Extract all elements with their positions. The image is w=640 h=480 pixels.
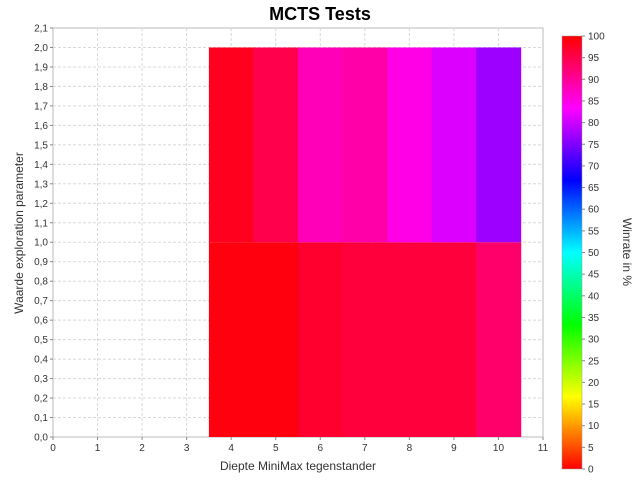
colorbar-tick-label: 25 [588,356,600,367]
heatmap-cell [476,47,522,243]
x-tick-label: 2 [139,443,145,454]
heatmap-cell [253,47,299,243]
colorbar [561,35,583,470]
colorbar-tick-label: 95 [588,53,600,64]
colorbar-tick-label: 75 [588,140,600,151]
colorbar-tick-label: 65 [588,183,600,194]
heatmap-cell [342,242,388,437]
y-tick-label: 2,1 [34,24,48,35]
colorbar-tick-label: 5 [588,443,594,454]
colorbar-label: Winrate in % [620,218,634,286]
x-tick-label: 7 [362,443,368,454]
y-tick-label: 1,4 [34,160,48,171]
y-tick-label: 1,6 [34,121,48,132]
colorbar-tick-label: 10 [588,421,600,432]
y-tick-label: 1,9 [34,62,48,73]
heatmap-cell [298,242,344,437]
colorbar-tick-label: 100 [588,32,605,43]
y-tick-label: 1,1 [34,218,48,229]
y-tick-label: 1,2 [34,199,48,210]
x-tick-label: 3 [184,443,190,454]
y-axis-label: Waarde exploration parameter [12,152,26,314]
heatmap-cell [387,47,433,243]
colorbar-tick-label: 40 [588,291,600,302]
heatmap-cell [208,47,254,243]
x-tick-label: 10 [493,443,505,454]
colorbar-ticks: 0 5 10 15 20 25 30 35 40 45 50 55 60 65 70 75 80 85 90 95 10… [582,32,605,476]
y-tick-label: 1,5 [34,140,48,151]
heatmap-cell [431,242,477,437]
x-tick-label: 8 [407,443,413,454]
x-tick-label: 1 [95,443,101,454]
y-tick-label: 0,1 [34,413,48,424]
colorbar-tick-label: 20 [588,378,600,389]
y-tick-label: 0,7 [34,296,48,307]
heatmap-cell [476,242,522,437]
y-tick-label: 1,7 [34,101,48,112]
y-axis-ticks: 0,0 0,1 0,2 0,3 0,4 0,5 0,6 0,7 0,8 0,9 1,0 1,1 1,2 1… [34,24,53,444]
colorbar-tick-label: 60 [588,205,600,216]
colorbar-tick-label: 55 [588,226,600,237]
y-tick-label: 0,2 [34,394,48,405]
colorbar-tick-label: 50 [588,248,600,259]
y-tick-label: 0,5 [34,335,48,346]
y-tick-label: 0,6 [34,316,48,327]
colorbar-tick-label: 0 [588,465,594,476]
y-tick-label: 2,0 [34,43,48,54]
y-tick-label: 0,8 [34,277,48,288]
y-tick-label: 0,3 [34,374,48,385]
colorbar-tick-label: 35 [588,313,600,324]
x-axis-label: Diepte MiniMax tegenstander [220,459,376,473]
heatmap-cell [387,242,433,437]
colorbar-tick-label: 90 [588,75,600,86]
x-tick-label: 4 [228,443,234,454]
heatmap-cell [342,47,388,243]
x-tick-label: 9 [451,443,457,454]
colorbar-tick-label: 80 [588,118,600,129]
y-tick-label: 0,4 [34,355,48,366]
heatmap-cell [298,47,344,243]
y-tick-label: 0,9 [34,257,48,268]
heatmap-cell [253,242,299,437]
x-tick-label: 6 [317,443,323,454]
x-tick-label: 5 [273,443,279,454]
colorbar-tick-label: 30 [588,335,600,346]
y-tick-label: 1,8 [34,82,48,93]
heatmap-cells [208,47,522,437]
x-tick-label: 0 [50,443,56,454]
x-tick-label: 11 [538,443,549,454]
y-tick-label: 1,0 [34,238,48,249]
chart-title: MCTS Tests [269,4,371,24]
heatmap-cell [431,47,477,243]
colorbar-tick-label: 85 [588,96,600,107]
y-tick-label: 1,3 [34,179,48,190]
colorbar-tick-label: 15 [588,400,600,411]
heatmap-cell [208,242,254,437]
colorbar-tick-label: 70 [588,161,600,172]
x-axis-ticks: 0 1 2 3 4 5 6 7 8 9 10 11 [50,437,549,454]
y-tick-label: 0,0 [34,433,48,444]
colorbar-tick-label: 45 [588,270,600,281]
